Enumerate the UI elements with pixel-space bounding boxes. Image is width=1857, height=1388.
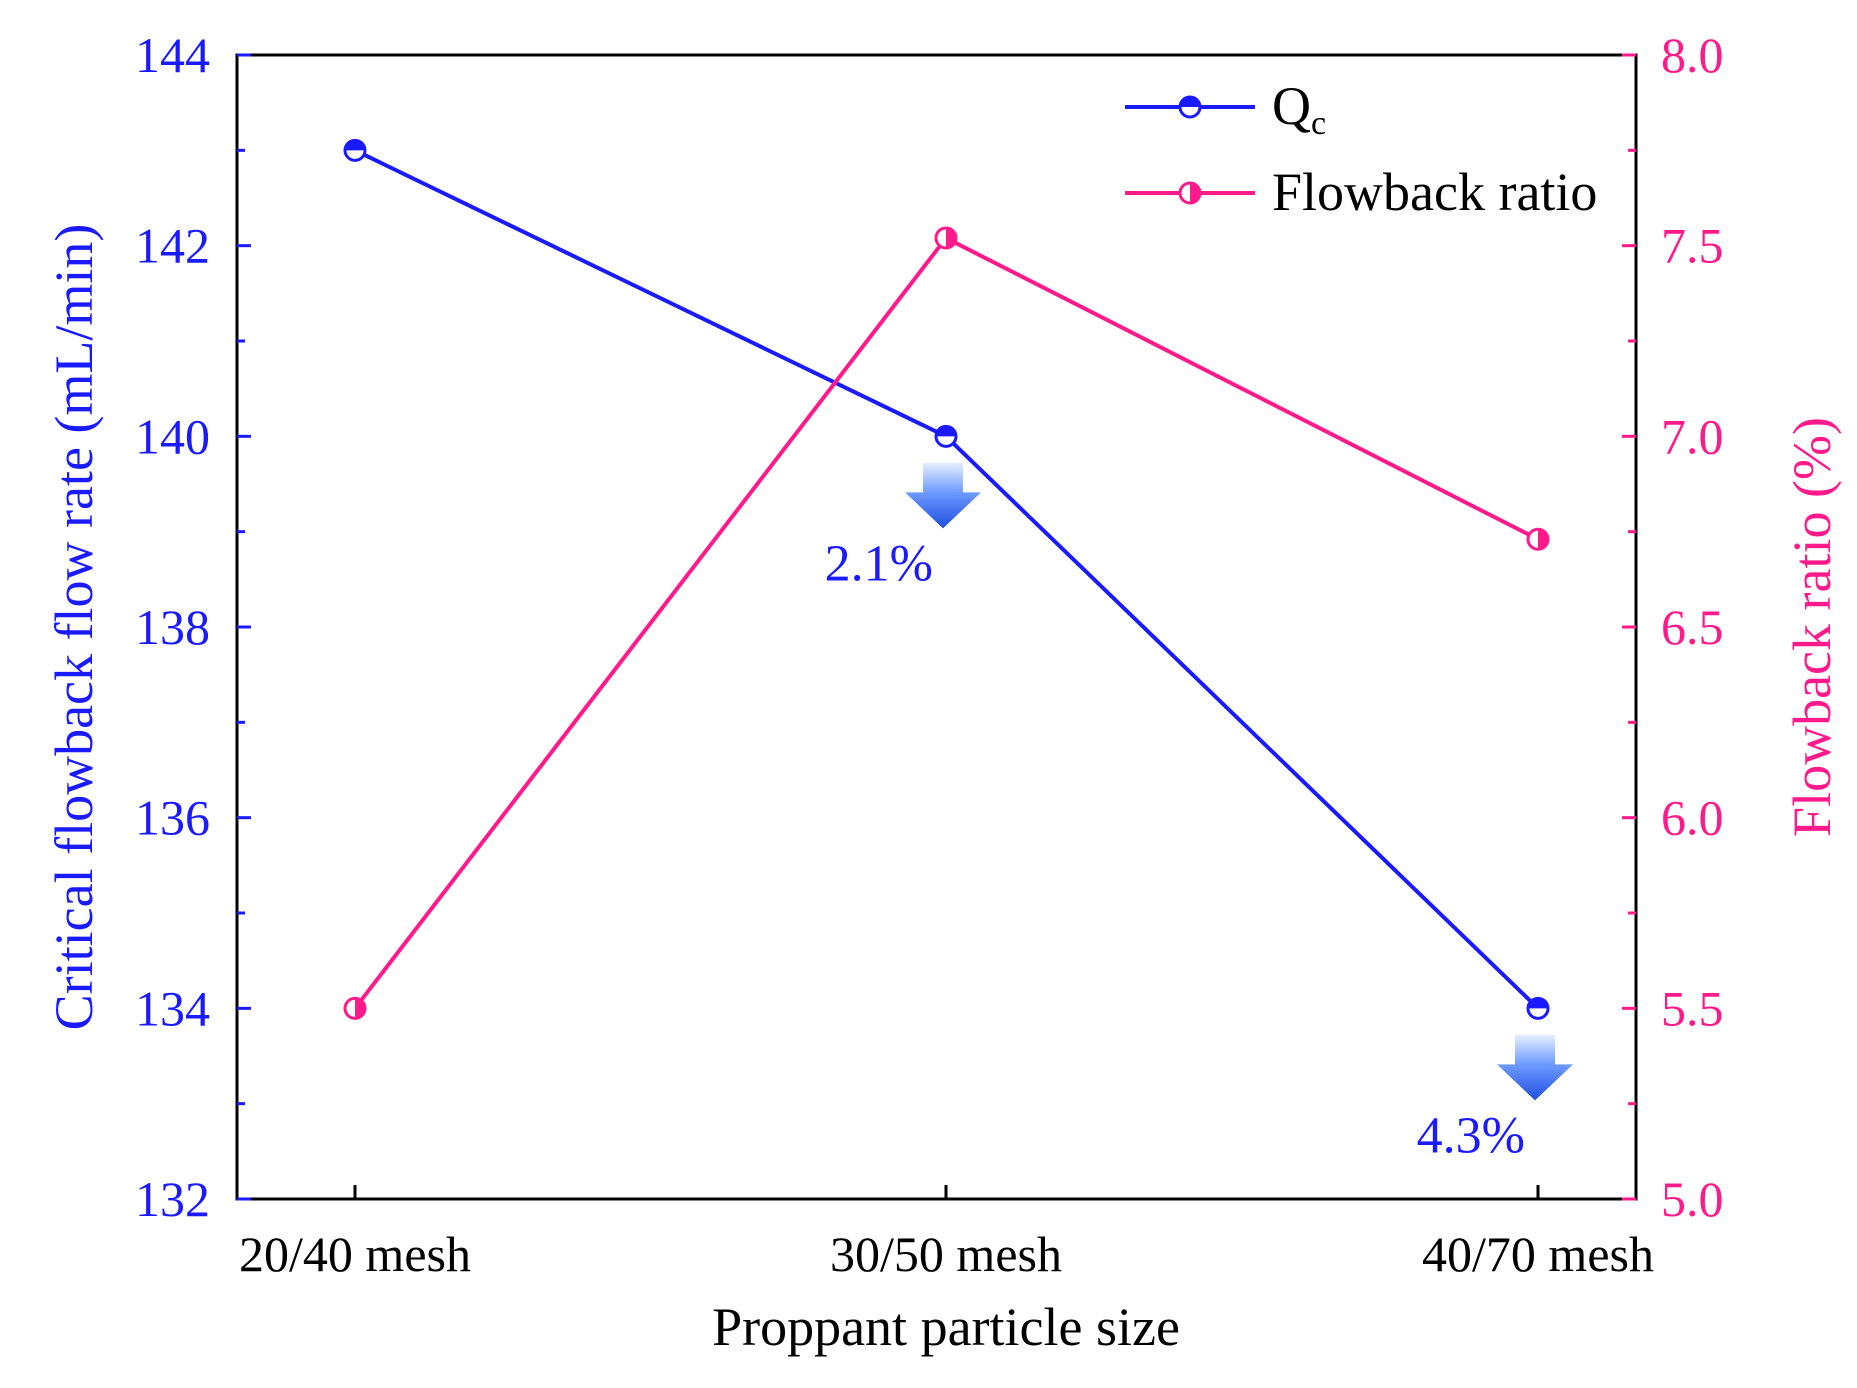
right-tick-label: 5.0 [1661,1171,1724,1227]
left-axis-label: Critical flowback flow rate (mL/min) [44,224,104,1031]
right-tick-label: 7.0 [1661,408,1724,464]
series-flowback-point-fill [946,228,956,249]
legend-qc-marker-fill [1180,97,1200,107]
left-axis-ticks: 132 134 136 138 140 142 144 [135,27,251,1227]
left-tick-label: 142 [135,218,210,274]
series-flowback-point-fill [355,998,365,1019]
series-qc-point-fill [936,426,956,437]
legend-qc-label: Qc [1272,76,1326,142]
legend-item-qc: Qc [1125,76,1326,142]
left-tick-label: 136 [135,790,210,846]
x-tick-label: 20/40 mesh [239,1226,471,1282]
right-tick-label: 6.0 [1661,790,1724,846]
series-qc-point-fill [1528,998,1548,1009]
legend-qc-name: Q [1272,76,1311,136]
legend-item-flowback: Flowback ratio [1125,162,1597,222]
down-arrow-icon [905,462,981,529]
right-tick-label: 6.5 [1661,599,1724,655]
left-tick-label: 140 [135,408,210,464]
series-flowback-line [353,236,1539,1010]
series-qc-line [354,148,1540,1010]
percent-annotation: 4.3% [1417,1107,1525,1164]
down-arrow-icon [1497,1034,1573,1101]
legend-flowback-marker-fill [1190,183,1200,203]
x-axis-label: Proppant particle size [712,1297,1180,1357]
left-tick-label: 132 [135,1171,210,1227]
right-axis-ticks: 5.0 5.5 6.0 6.5 7.0 7.5 8.0 [1622,27,1724,1227]
x-tick-label: 40/70 mesh [1422,1226,1654,1282]
percent-annotation: 2.1% [825,535,933,592]
x-tick-label: 30/50 mesh [830,1226,1062,1282]
legend-flowback-label: Flowback ratio [1272,162,1597,222]
left-tick-label: 144 [135,27,210,83]
right-tick-label: 5.5 [1661,980,1724,1036]
left-tick-label: 134 [135,980,210,1036]
series-layer [343,138,1550,1020]
right-axis-label: Flowback ratio (%) [1782,417,1842,837]
x-axis-ticks: 20/40 mesh 30/50 mesh 40/70 mesh [239,1185,1654,1282]
legend-qc-subscript: c [1311,105,1326,142]
left-tick-label: 138 [135,599,210,655]
right-tick-label: 7.5 [1661,218,1724,274]
plot-frame [235,53,1638,1201]
legend: Qc Flowback ratio [1125,76,1597,222]
series-qc-point-fill [345,140,365,151]
series-flowback-point-fill [1538,529,1548,550]
right-tick-label: 8.0 [1661,27,1724,83]
annotation-layer: 2.1% 4.3% [825,462,1573,1164]
